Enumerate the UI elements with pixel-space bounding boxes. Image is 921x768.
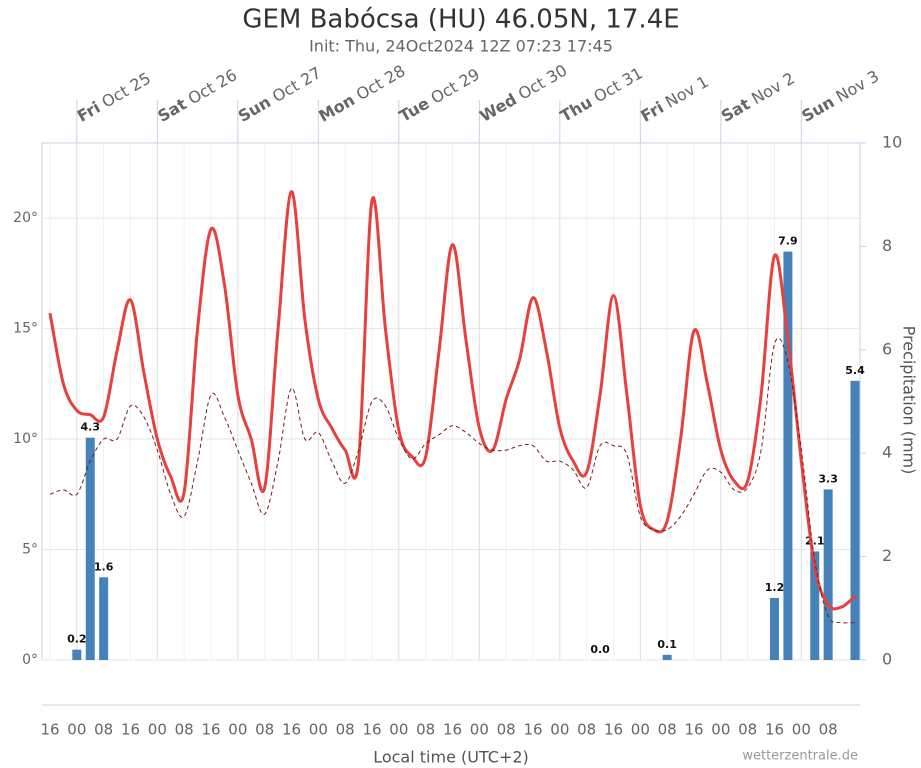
x-tick-label: 16	[121, 721, 140, 739]
day-weekday: Sun	[798, 92, 837, 126]
x-tick-label: 08	[416, 721, 435, 739]
x-tick-label: 16	[765, 721, 784, 739]
y2-tick-label: 2	[882, 546, 892, 565]
y2-axis-title: Precipitation (mm)	[900, 326, 919, 475]
chart-title: GEM Babócsa (HU) 46.05N, 17.4E	[242, 5, 679, 35]
day-weekday: Fri	[637, 97, 667, 125]
x-tick-label: 00	[67, 721, 86, 739]
day-weekday: Sat	[154, 94, 190, 126]
bar	[810, 551, 820, 660]
line	[48, 190, 857, 611]
bar-label: 5.4	[845, 364, 865, 377]
day-date: Nov 2	[748, 68, 798, 108]
x-tick-label: 08	[497, 721, 516, 739]
bar	[85, 437, 95, 660]
bar	[99, 577, 109, 660]
line	[49, 337, 856, 624]
day-weekday: Sun	[235, 92, 274, 126]
y-tick-label: 10°	[13, 431, 38, 447]
x-tick-label: 00	[550, 721, 569, 739]
x-tick-label: 08	[577, 721, 596, 739]
day-date: Oct 27	[269, 63, 324, 106]
x-tick-label: 00	[792, 721, 811, 739]
day-weekday: Sat	[718, 94, 754, 126]
day-label: Mon Oct 28	[315, 61, 408, 126]
day-label: Wed Oct 30	[476, 60, 570, 125]
bar	[823, 489, 833, 660]
x-tick-label: 00	[470, 721, 489, 739]
x-tick-label: 00	[389, 721, 408, 739]
x-tick-label: 16	[443, 721, 462, 739]
chart-subtitle: Init: Thu, 24Oct2024 12Z 07:23 17:45	[309, 37, 613, 56]
x-tick-label: 16	[40, 721, 59, 739]
x-tick-label: 08	[255, 721, 274, 739]
day-label: Sat Oct 26	[154, 65, 240, 126]
x-tick-label: 00	[228, 721, 247, 739]
bar-label: 1.2	[765, 581, 785, 594]
x-tick-label: 08	[94, 721, 113, 739]
day-label: Fri Nov 1	[637, 71, 711, 125]
day-date: Nov 3	[832, 66, 882, 106]
bar-label: 0.1	[657, 638, 677, 651]
day-date: Oct 29	[427, 64, 482, 107]
bar-label: 3.3	[818, 472, 838, 485]
y2-tick-label: 4	[882, 443, 892, 462]
x-tick-label: 16	[201, 721, 220, 739]
y2-tick-label: 6	[882, 339, 892, 358]
x-tick-label: 16	[523, 721, 542, 739]
bar	[662, 654, 672, 660]
bar	[72, 649, 82, 660]
bar	[770, 597, 779, 660]
credit: wetterzentrale.de	[742, 749, 858, 764]
y-tick-label: 5°	[22, 542, 38, 558]
day-date: Oct 28	[353, 61, 408, 104]
x-tick-label: 16	[282, 721, 301, 739]
day-weekday: Thu	[557, 92, 596, 125]
x-tick-label: 00	[631, 721, 650, 739]
bar-label: 0.0	[590, 643, 610, 656]
y2-tick-label: 10	[882, 133, 902, 152]
day-date: Oct 25	[98, 68, 153, 111]
x-tick-label: 00	[148, 721, 167, 739]
bar-label: 0.2	[67, 633, 87, 646]
x-tick-label: 08	[175, 721, 194, 739]
x-tick-label: 08	[336, 721, 355, 739]
day-date: Oct 26	[184, 65, 239, 108]
x-tick-label: 16	[604, 721, 623, 739]
day-weekday: Wed	[476, 89, 520, 125]
day-date: Nov 1	[662, 71, 712, 111]
day-weekday: Mon	[315, 90, 358, 126]
bar-label: 2.1	[805, 534, 825, 547]
day-label: Sun Oct 27	[235, 63, 325, 126]
x-tick-label: 08	[819, 721, 838, 739]
day-label: Fri Oct 25	[74, 68, 154, 125]
bar	[783, 251, 793, 660]
day-label: Sun Nov 3	[798, 66, 882, 125]
day-weekday: Fri	[74, 97, 104, 125]
bar	[850, 380, 860, 660]
day-label: Thu Oct 31	[557, 63, 646, 125]
y-tick-label: 15°	[13, 321, 38, 337]
x-tick-label: 00	[309, 721, 328, 739]
day-date: Oct 30	[515, 60, 570, 103]
x-tick-label: 00	[711, 721, 730, 739]
x-axis-title: Local time (UTC+2)	[373, 748, 529, 767]
x-tick-label: 08	[738, 721, 757, 739]
x-tick-label: 16	[684, 721, 703, 739]
day-weekday: Tue	[396, 93, 433, 125]
y2-tick-label: 0	[882, 650, 892, 669]
x-tick-label: 08	[658, 721, 677, 739]
bar-label: 4.3	[81, 421, 101, 434]
day-label: Sat Nov 2	[718, 68, 798, 125]
bar-label: 7.9	[778, 235, 798, 248]
x-tick-label: 16	[362, 721, 381, 739]
y-tick-label: 0°	[22, 652, 38, 668]
plot-frame	[41, 142, 861, 661]
y2-tick-label: 8	[882, 236, 892, 255]
day-label: Tue Oct 29	[396, 64, 483, 125]
day-date: Oct 31	[590, 63, 645, 106]
bar-label: 1.6	[94, 560, 114, 573]
y-tick-label: 20°	[13, 210, 38, 226]
